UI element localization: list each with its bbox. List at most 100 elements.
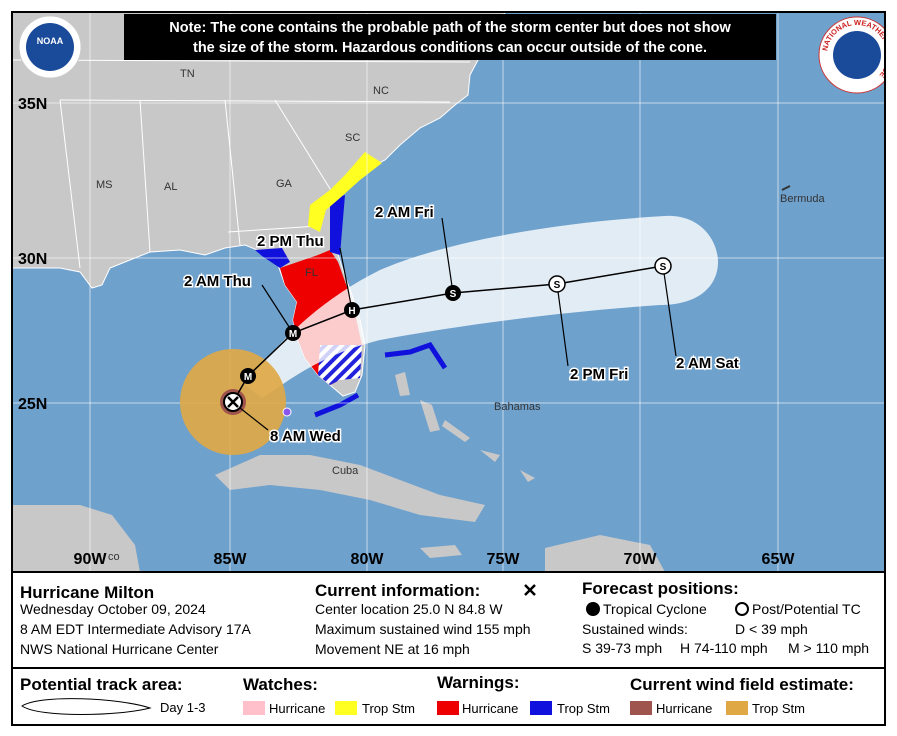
track-marker bbox=[285, 325, 301, 341]
place-label: TN bbox=[180, 68, 195, 80]
wind-scale: M > 110 mph bbox=[788, 640, 869, 656]
legend-heading: Potential track area: bbox=[20, 675, 183, 694]
latitude-label: 30N bbox=[18, 251, 47, 268]
coast-storm-watch bbox=[308, 152, 382, 232]
legend-item: Hurricane bbox=[656, 701, 712, 716]
track-marker bbox=[344, 302, 360, 318]
wind-scale: D < 39 mph bbox=[735, 621, 808, 637]
cuba bbox=[215, 455, 485, 522]
legend-item: Day 1-3 bbox=[160, 700, 206, 715]
current-heading: Current information: bbox=[315, 581, 480, 600]
swatch bbox=[437, 701, 459, 715]
place-label: Cuba bbox=[332, 465, 359, 477]
swatch bbox=[335, 701, 357, 715]
tropical-icon bbox=[586, 602, 600, 616]
track-marker bbox=[240, 368, 256, 384]
place-label: MS bbox=[96, 179, 113, 191]
time-label: 8 AM Wed bbox=[270, 428, 341, 445]
storm-name: Hurricane Milton bbox=[20, 583, 154, 602]
time-label: 2 PM Thu bbox=[257, 233, 324, 250]
note-line: Note: The cone contains the probable pat… bbox=[169, 20, 731, 36]
cone-icon bbox=[21, 698, 152, 715]
swatch bbox=[630, 701, 652, 715]
frame bbox=[11, 11, 886, 726]
map: M M H S S S 8 AM Wed 2 AM Thu 2 PM Thu 2… bbox=[12, 12, 885, 572]
ne-fl-storm-warning bbox=[330, 195, 345, 255]
legend-heading: Warnings: bbox=[437, 673, 519, 692]
place-label: Bermuda bbox=[780, 193, 826, 205]
label-leaders bbox=[239, 217, 677, 431]
swatch bbox=[726, 701, 748, 715]
keys-storm-warning bbox=[314, 392, 360, 418]
note-box bbox=[124, 14, 776, 60]
longitude-label: 80W bbox=[351, 551, 385, 568]
marker-letter: S bbox=[554, 280, 561, 291]
marker-letter: S bbox=[660, 262, 667, 273]
note-line: the size of the storm. Hazardous conditi… bbox=[193, 40, 707, 56]
longitude-label: 85W bbox=[214, 551, 248, 568]
bermuda bbox=[781, 185, 791, 191]
noaa-text: NOAA bbox=[37, 36, 64, 46]
forecast-item: Post/Potential TC bbox=[752, 601, 861, 617]
bahamas-storm-warning bbox=[384, 341, 448, 370]
nws-logo-inner bbox=[833, 31, 881, 79]
state-borders bbox=[12, 59, 471, 269]
place-label: SC bbox=[345, 132, 360, 144]
longitude-label: 75W bbox=[487, 551, 521, 568]
legend-heading: Current wind field estimate: bbox=[630, 675, 854, 694]
marker-letter: S bbox=[450, 289, 457, 300]
current-position-x bbox=[227, 396, 239, 408]
legend-item: Trop Stm bbox=[752, 701, 805, 716]
forecast-cone bbox=[245, 215, 718, 398]
legend-item: Trop Stm bbox=[362, 701, 415, 716]
marker-letter: H bbox=[348, 306, 355, 317]
post-icon bbox=[735, 602, 749, 616]
wind-scale: H 74-110 mph bbox=[680, 640, 768, 656]
longitude-label: 65W bbox=[762, 551, 796, 568]
noaa-logo-inner bbox=[26, 23, 74, 71]
legend-item: Hurricane bbox=[462, 701, 518, 716]
yucatan bbox=[12, 505, 140, 572]
place-label: GA bbox=[276, 178, 293, 190]
place-label: co bbox=[108, 551, 120, 563]
latitude-label: 25N bbox=[18, 396, 47, 413]
swatch bbox=[530, 701, 552, 715]
place-label: FL bbox=[305, 267, 318, 279]
storm-line: 8 AM EDT Intermediate Advisory 17A bbox=[20, 621, 252, 637]
current-icon bbox=[524, 584, 536, 596]
marker-letter: M bbox=[289, 329, 297, 340]
track-marker bbox=[548, 275, 566, 293]
bahamas-islands bbox=[395, 372, 535, 482]
place-label: NC bbox=[373, 85, 389, 97]
storm-line: Wednesday October 09, 2024 bbox=[20, 601, 206, 617]
place-label: AL bbox=[164, 181, 177, 193]
place-label: Bahamas bbox=[494, 401, 541, 413]
current-line: Maximum sustained wind 155 mph bbox=[315, 621, 531, 637]
small-disturbance bbox=[282, 407, 292, 417]
winds-heading: Sustained winds: bbox=[582, 621, 688, 637]
time-label: 2 PM Fri bbox=[570, 366, 628, 383]
swatch bbox=[243, 701, 265, 715]
wind-scale: S 39-73 mph bbox=[582, 640, 662, 656]
track-marker bbox=[445, 285, 461, 301]
longitude-label: 70W bbox=[624, 551, 658, 568]
hispaniola bbox=[545, 535, 665, 572]
latitude-label: 35N bbox=[18, 96, 47, 113]
legend-item: Hurricane bbox=[269, 701, 325, 716]
jamaica bbox=[420, 545, 462, 558]
forecast-item: Tropical Cyclone bbox=[603, 601, 707, 617]
storm-line: NWS National Hurricane Center bbox=[20, 641, 219, 657]
current-line: Center location 25.0 N 84.8 W bbox=[315, 601, 503, 617]
current-line: Movement NE at 16 mph bbox=[315, 641, 470, 657]
time-label: 2 AM Fri bbox=[375, 204, 434, 221]
us-land bbox=[12, 12, 506, 397]
time-label: 2 AM Thu bbox=[184, 273, 251, 290]
marker-letter: M bbox=[244, 372, 252, 383]
track-marker bbox=[654, 257, 672, 275]
legend-item: Trop Stm bbox=[557, 701, 610, 716]
legend-heading: Watches: bbox=[243, 675, 318, 694]
longitude-label: 90W bbox=[74, 551, 108, 568]
time-label: 2 AM Sat bbox=[676, 355, 739, 372]
forecast-heading: Forecast positions: bbox=[582, 579, 739, 598]
